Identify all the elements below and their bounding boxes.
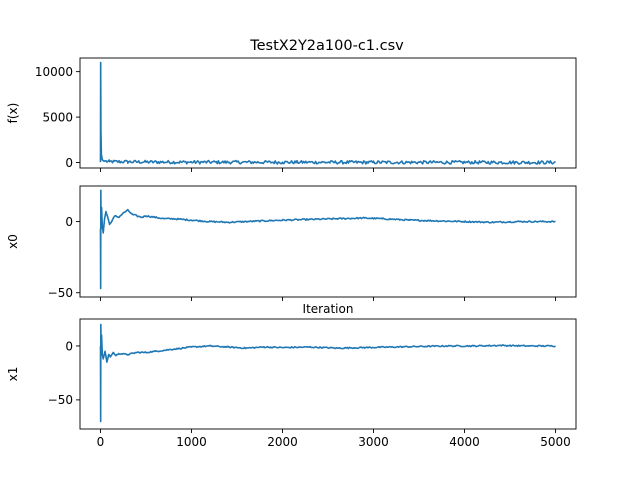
y-tick-label: 0 [65, 215, 73, 229]
x-axis-label: Iteration [303, 302, 354, 316]
axes-frame [79, 185, 577, 298]
y-tick-label: 0 [65, 339, 73, 353]
y-tick-label: 5000 [42, 110, 73, 124]
axes-frame [79, 57, 577, 169]
series-line-x1 [99, 323, 557, 423]
x-tick-label: 2000 [267, 435, 298, 449]
chart-title: TestX2Y2a100-c1.csv [249, 38, 404, 54]
y-axis-label: x1 [6, 367, 20, 382]
y-tick-label: 10000 [35, 65, 73, 79]
x-tick-label: 3000 [358, 435, 389, 449]
y-tick-label: −50 [48, 393, 73, 407]
y-tick-label: 0 [65, 156, 73, 170]
subplot-1: 0 5000 10000 f(x) [6, 57, 577, 172]
series-line-fx [99, 61, 556, 165]
axes-group: 0 5000 10000 f(x) −50 0 x0 Iteration 0 1000 2000 30… [6, 57, 577, 449]
x-tick-label: 5000 [540, 435, 571, 449]
y-tick-label: −50 [48, 286, 73, 300]
x-tick-label: 4000 [449, 435, 480, 449]
y-axis-label: f(x) [6, 103, 20, 124]
y-axis-label: x0 [6, 234, 20, 249]
subplot-3: 0 1000 2000 3000 4000 5000 −50 0 x1 [6, 318, 577, 449]
subplot-2: −50 0 x0 Iteration [6, 185, 577, 316]
x-tick-label: 1000 [176, 435, 207, 449]
axes-frame [79, 318, 577, 430]
x-tick-label: 0 [97, 435, 105, 449]
series-line-x0 [99, 189, 556, 290]
